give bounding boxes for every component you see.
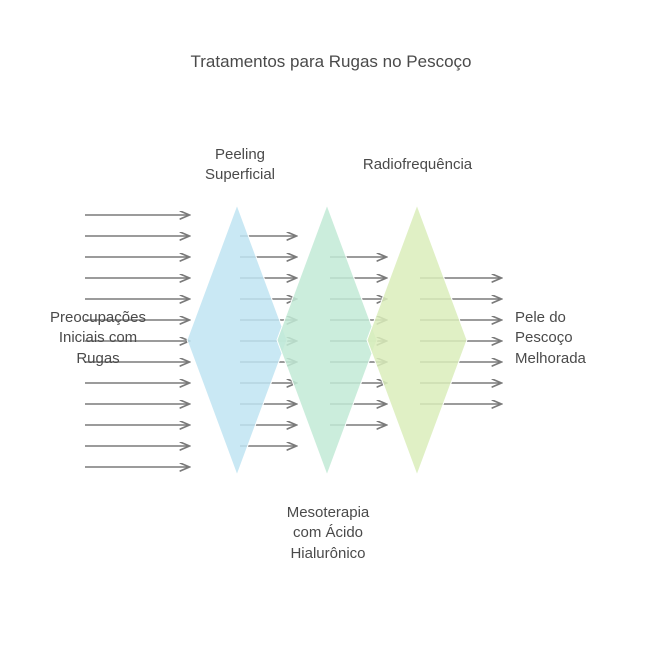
stage-diamond-3 [367,205,467,475]
stage2-label: Mesoterapiacom ÁcidoHialurônico [258,503,398,564]
stage3-label: Radiofrequência [345,155,490,175]
stage-diamond-2 [277,205,377,475]
diamonds-layer [187,205,467,475]
stage-diamond-1 [187,205,287,475]
input-label: PreocupaçõesIniciais comRugas [38,308,158,369]
diagram-container: Tratamentos para Rugas no Pescoço Preocu… [0,0,662,662]
output-label: Pele doPescoçoMelhorada [515,308,635,369]
stage1-label: PeelingSuperficial [185,145,295,186]
